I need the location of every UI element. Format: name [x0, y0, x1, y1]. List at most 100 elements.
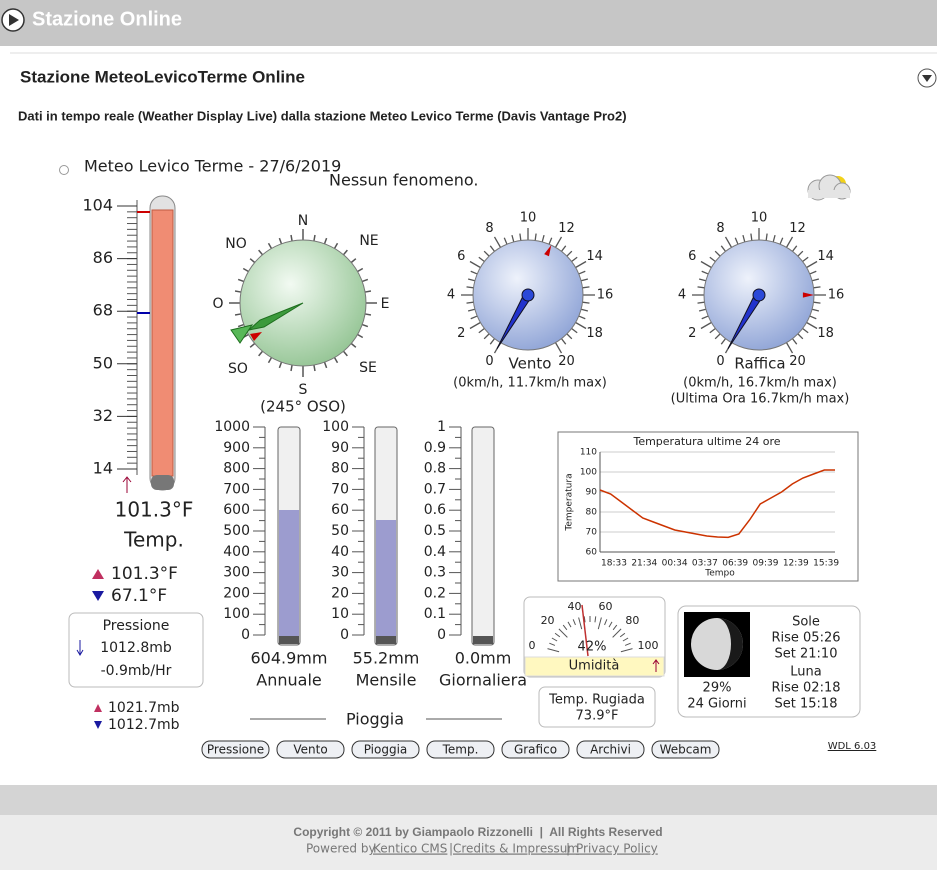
gust-tick — [785, 342, 794, 354]
pressure-trend: -0.9mb/Hr — [101, 663, 172, 679]
x-tick-label: 09:39 — [753, 559, 779, 569]
gust-tick — [720, 245, 727, 252]
humidity-scale-label: 60 — [599, 600, 613, 613]
compass-tick — [323, 237, 328, 245]
rain-scale-label: 70 — [331, 481, 349, 497]
rain-value: 55.2mm — [353, 649, 420, 668]
min-icon — [94, 721, 102, 729]
wind-tick — [578, 270, 586, 275]
button-label[interactable]: Webcam — [660, 743, 712, 757]
y-tick-label: 100 — [580, 468, 597, 478]
button-label[interactable]: Temp. — [442, 743, 479, 757]
button[interactable] — [426, 740, 495, 759]
thermo-fill — [151, 209, 174, 477]
section-title: Stazione MeteoLevicoTerme Online — [20, 67, 305, 86]
humidity-tick — [547, 648, 560, 653]
footer-text: Powered by — [306, 842, 376, 856]
footer-link[interactable]: Privacy Policy — [576, 842, 658, 856]
rain-scale-label: 80 — [331, 461, 349, 477]
gust-scale-label: 16 — [828, 288, 845, 303]
wind-tick — [566, 333, 573, 340]
compass-tick — [267, 357, 273, 364]
section-subtitle: Dati in tempo reale (Weather Display Liv… — [18, 108, 627, 123]
humidity-tick — [583, 616, 586, 623]
compass-tick — [290, 364, 293, 372]
moon-shadow — [717, 618, 743, 670]
radio — [59, 165, 69, 175]
rain-scale-label: 0.6 — [424, 502, 446, 518]
gust-tick — [697, 301, 705, 304]
compass-tick — [350, 258, 357, 264]
compass-tick — [361, 278, 369, 283]
button-label[interactable]: Vento — [293, 743, 327, 757]
x-tick-label: 21:34 — [631, 559, 657, 569]
temp-min: 67.1°F — [111, 586, 167, 606]
rain-scale-label: 50 — [331, 523, 349, 539]
rain-tube — [471, 426, 495, 646]
station-name: Meteo Levico Terme - 27/6/2019 — [84, 157, 341, 176]
gust-tick — [806, 260, 818, 269]
button[interactable] — [351, 740, 420, 759]
button-label[interactable]: Pioggia — [364, 743, 408, 757]
wind-tick — [503, 237, 508, 245]
rain-scale-label: 0 — [340, 627, 349, 643]
humidity-tick — [578, 617, 583, 630]
wind-max-marker — [544, 245, 552, 257]
pressure-arrow-head — [76, 649, 84, 656]
button[interactable] — [651, 740, 720, 759]
gust-scale-label: 4 — [678, 288, 686, 303]
compass-tick — [237, 278, 245, 283]
button-label[interactable]: Grafico — [514, 743, 557, 757]
wind-scale-label: 20 — [558, 354, 575, 369]
footer-link[interactable]: Credits & Impressum — [453, 842, 579, 856]
temp-current: 101.3°F — [115, 498, 194, 522]
footer-link[interactable]: Kentico CMS — [373, 842, 447, 856]
compass-tick — [357, 267, 364, 273]
thermo-tick-label: 14 — [93, 459, 113, 478]
button[interactable] — [501, 740, 570, 759]
button[interactable] — [576, 740, 645, 759]
wind-tick — [560, 338, 567, 345]
wind-scale-label: 14 — [586, 249, 603, 264]
rain-scale-label: 900 — [223, 440, 250, 456]
gust-tick — [797, 250, 804, 257]
rain-scale-label: 60 — [331, 502, 349, 518]
astro-text: Luna — [790, 665, 821, 680]
play-triangle — [9, 14, 19, 26]
compass-reading: (245° OSO) — [260, 398, 346, 416]
thermo-tick-label: 86 — [93, 248, 113, 267]
button[interactable] — [276, 740, 345, 759]
rain-scale-label: 600 — [223, 502, 250, 518]
astro-text: Rise 02:18 — [771, 681, 840, 696]
version-link[interactable]: WDL 6.03 — [828, 741, 877, 752]
button[interactable] — [201, 740, 270, 759]
humidity-tick — [594, 616, 597, 623]
button-label[interactable]: Archivi — [590, 743, 631, 757]
humidity-tick — [619, 632, 626, 638]
compass-tick — [258, 249, 264, 256]
dew-box — [538, 686, 656, 728]
y-tick-label: 110 — [580, 448, 597, 458]
chart-frame — [557, 431, 859, 582]
compass-max — [250, 332, 262, 341]
gust-tick — [809, 270, 817, 275]
humidity-tick — [612, 624, 618, 631]
button-label[interactable]: Pressione — [207, 743, 264, 757]
wind-tick — [575, 260, 587, 269]
wind-tick — [534, 233, 537, 241]
astro-text: Sole — [792, 615, 820, 630]
gust-tick — [791, 245, 798, 252]
rain-scale-label: 100 — [322, 419, 349, 435]
gust-tick — [802, 327, 809, 334]
wind-tick — [469, 260, 481, 269]
thermo-tick-label: 32 — [93, 406, 113, 425]
humidity-scale-label: 20 — [541, 614, 555, 627]
compass-tick — [237, 323, 245, 328]
wind-tick — [554, 342, 563, 354]
x-tick-label: 12:39 — [783, 559, 809, 569]
temp-line — [599, 469, 835, 539]
wind-tick — [571, 256, 578, 263]
top-bar — [0, 0, 937, 46]
x-tick-label: 15:39 — [813, 559, 839, 569]
wind-scale-label: 2 — [457, 326, 465, 341]
